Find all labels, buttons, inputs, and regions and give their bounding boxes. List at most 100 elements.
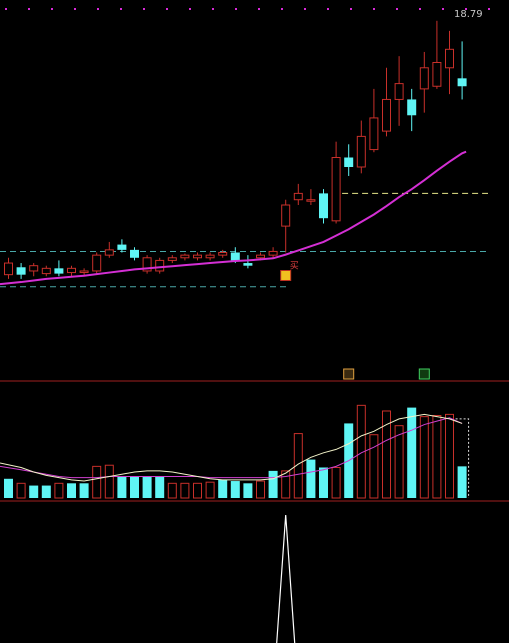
- candle-body-up: [79, 270, 89, 273]
- volume-bar-up: [445, 413, 454, 499]
- candle-body-up: [306, 199, 316, 202]
- top-dot: [304, 8, 306, 10]
- top-dot: [235, 8, 237, 10]
- top-dot: [166, 8, 168, 10]
- volume-bar-down: [407, 407, 417, 498]
- candle-body-down: [407, 99, 417, 116]
- candle-body-up: [356, 135, 366, 168]
- volume-bar-down: [243, 483, 253, 498]
- volume-bar-up: [356, 404, 366, 499]
- top-dot: [488, 8, 490, 10]
- volume-bar-up: [382, 410, 391, 499]
- top-dot: [350, 8, 352, 10]
- top-dot: [74, 8, 76, 10]
- volume-bar-down: [130, 476, 139, 498]
- volume-bar-down: [41, 485, 51, 498]
- top-dot: [281, 8, 283, 10]
- volume-signal-icons: [343, 368, 430, 380]
- top-dot: [120, 8, 122, 10]
- volume-bar-down: [457, 466, 467, 498]
- candle-body-up: [67, 267, 76, 274]
- volume-bar-up: [293, 433, 303, 499]
- top-dot: [143, 8, 145, 10]
- volume-bar-down: [319, 467, 328, 498]
- candle-body-down: [16, 267, 26, 275]
- candle-body-up: [281, 204, 291, 227]
- volume-bar-up: [92, 465, 102, 499]
- volume-bar-down: [268, 470, 278, 498]
- candle-body-down: [230, 252, 240, 261]
- candle-body-down: [344, 157, 354, 167]
- candle-body-up: [193, 254, 202, 259]
- top-dot-row: [5, 8, 490, 10]
- volume-bar-up: [16, 482, 26, 499]
- candle-body-up: [41, 267, 51, 275]
- candle-body-up: [432, 62, 442, 87]
- reference-lines: [0, 192, 488, 288]
- top-dot: [327, 8, 329, 10]
- top-dot: [258, 8, 260, 10]
- volume-bar-up: [205, 481, 215, 499]
- top-dot: [51, 8, 53, 10]
- candle-body-up: [29, 265, 39, 272]
- candle-body-down: [243, 263, 253, 266]
- volume-bar-up: [394, 425, 404, 499]
- candle-body-up: [167, 257, 177, 261]
- volume-moving-averages: [0, 413, 470, 498]
- candle-body-up: [104, 249, 114, 256]
- volume-ma-white: [0, 413, 463, 482]
- candle-body-up: [331, 157, 341, 222]
- candle-body-up: [155, 259, 165, 272]
- top-dot: [212, 8, 214, 10]
- top-dot: [5, 8, 7, 10]
- candle-body-up: [92, 254, 102, 272]
- volume-bar-up: [104, 464, 114, 499]
- candle-body-down: [54, 268, 64, 274]
- volume-bar-down: [306, 459, 316, 498]
- candle-body-down: [319, 193, 328, 219]
- volume-bar-down: [4, 478, 13, 498]
- volume-bar-up: [256, 480, 265, 499]
- signal-icon-green: [418, 368, 430, 380]
- top-dot: [419, 8, 421, 10]
- volume-bar-up: [193, 482, 202, 499]
- candle-body-up: [205, 254, 215, 259]
- volume-bar-up: [180, 482, 190, 499]
- volume-bar-down: [117, 476, 127, 498]
- candle-body-up: [268, 250, 278, 256]
- candle-body-down: [457, 78, 467, 87]
- candle-body-up: [293, 192, 303, 201]
- signal-icon-orange: [343, 368, 355, 380]
- candle-body-up: [142, 257, 152, 272]
- top-dot: [373, 8, 375, 10]
- candle-body-up: [180, 254, 190, 259]
- candle-body-up: [256, 254, 265, 259]
- volume-bar-up: [281, 470, 291, 499]
- top-dot: [28, 8, 30, 10]
- volume-bar-down: [230, 481, 240, 498]
- volume-bar-down: [79, 483, 89, 498]
- candle-body-down: [130, 249, 139, 258]
- candle-body-up: [4, 262, 13, 276]
- volume-bar-down: [29, 485, 39, 498]
- buy-icon: [280, 270, 292, 281]
- volume-bar-up: [432, 415, 442, 499]
- volume-bar-up: [419, 416, 429, 499]
- top-dot: [465, 8, 467, 10]
- top-dot: [189, 8, 191, 10]
- volume-bar-up: [331, 466, 341, 499]
- top-dot: [396, 8, 398, 10]
- volume-bar-up: [369, 434, 379, 499]
- candle-body-down: [117, 244, 127, 250]
- volume-bar-down: [142, 476, 152, 498]
- top-dot: [442, 8, 444, 10]
- candlestick-series: [4, 20, 467, 279]
- signal-spike: [276, 514, 296, 643]
- buy-label: 买: [290, 261, 299, 272]
- ma-line: [0, 150, 467, 286]
- volume-bar-down: [155, 476, 165, 498]
- last-bar-bracket: [455, 418, 470, 498]
- price-moving-average: [0, 150, 467, 286]
